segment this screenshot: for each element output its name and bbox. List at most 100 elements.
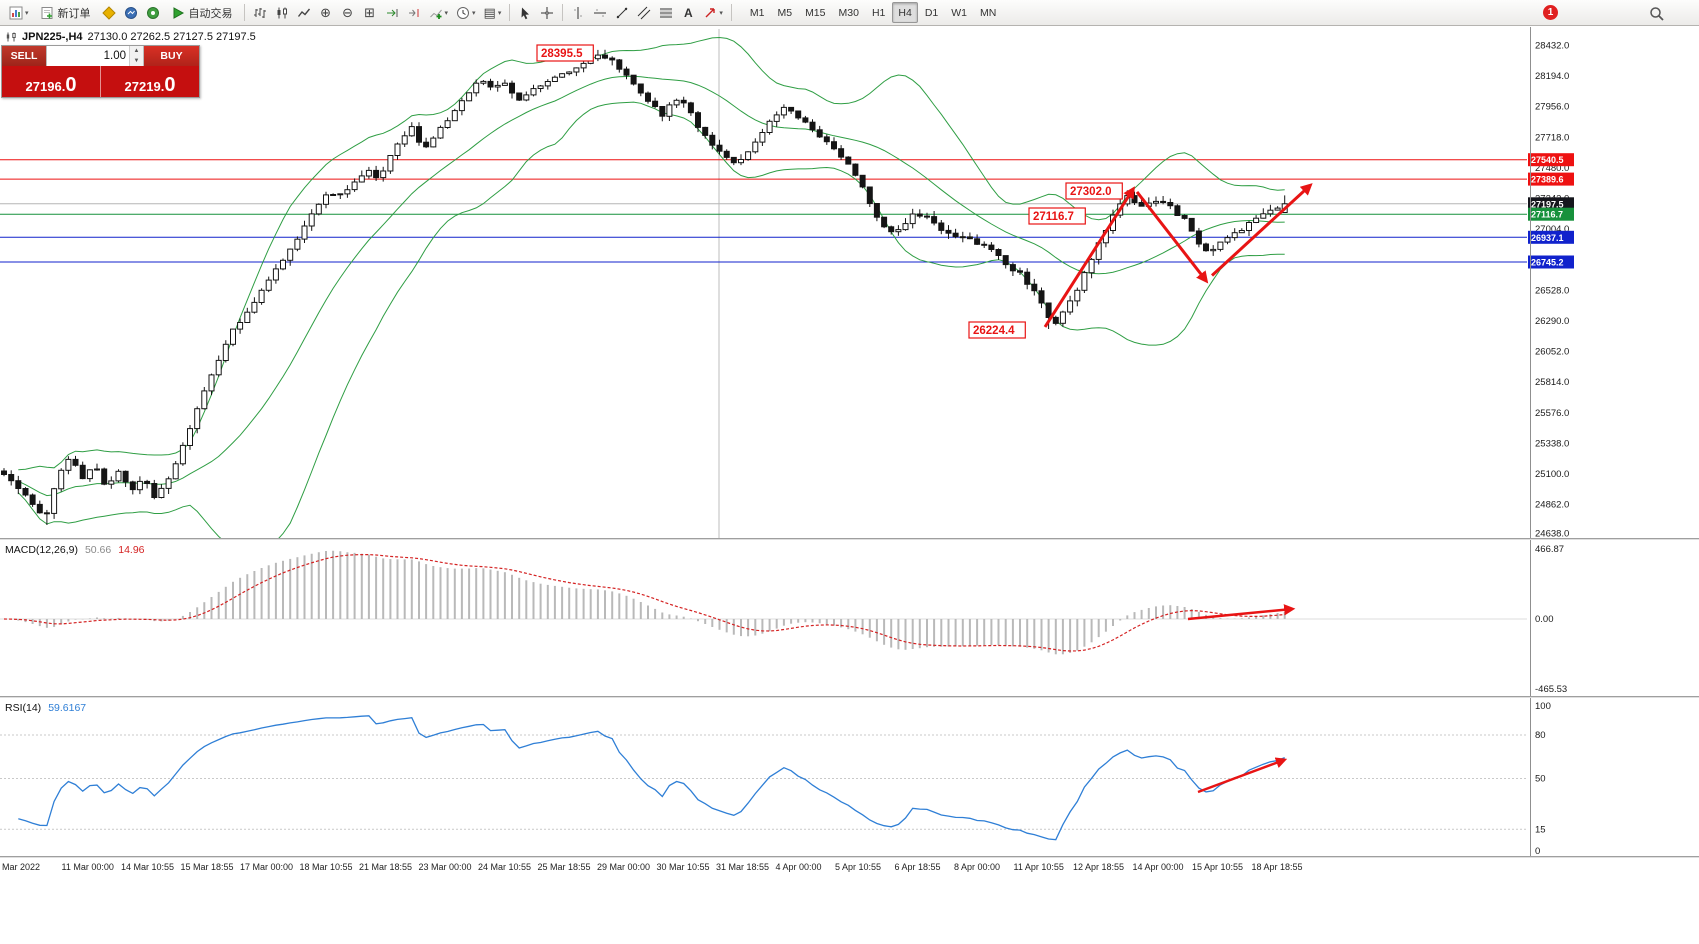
panel-splitter[interactable] [0, 538, 1699, 540]
svg-text:27480.0: 27480.0 [1535, 163, 1569, 174]
vertical-line-tool-button[interactable] [567, 3, 589, 23]
timeframe-button-h4[interactable]: H4 [892, 2, 918, 23]
time-axis-label: 18 Mar 10:55 [299, 862, 353, 872]
time-axis-label: 24 Mar 10:55 [478, 862, 532, 872]
metaeditor-button[interactable] [98, 3, 120, 23]
svg-text:27389.6: 27389.6 [1531, 175, 1564, 185]
templates-button[interactable]: ▤ ▾ [480, 3, 506, 23]
main-price-chart[interactable]: 28432.028194.027956.027718.027480.027242… [0, 27, 1699, 540]
svg-text:80: 80 [1535, 730, 1546, 741]
trend-arrow [1043, 186, 1135, 328]
horizontal-line-tool-button[interactable] [589, 3, 611, 23]
panel-splitter[interactable] [0, 696, 1699, 698]
bar-chart-mode-button[interactable] [249, 3, 271, 23]
timeframe-button-mn[interactable]: MN [980, 6, 997, 19]
time-axis-label: 11 Mar 00:00 [61, 862, 114, 872]
svg-text:27116.7: 27116.7 [1033, 211, 1074, 223]
zoom-in-button[interactable]: ⊕ [315, 3, 337, 23]
time-axis-label: 25 Mar 18:55 [537, 862, 591, 872]
template-icon: ▤ [483, 5, 496, 20]
timeframe-button-m15[interactable]: M15 [805, 6, 826, 19]
svg-text:26745.2: 26745.2 [1531, 258, 1564, 268]
svg-text:27718.0: 27718.0 [1535, 132, 1569, 143]
svg-text:27197.5: 27197.5 [1531, 199, 1564, 209]
chart-window-button[interactable]: ▾ [5, 3, 33, 23]
sell-price[interactable]: 27196. 0 [2, 66, 101, 97]
timeframe-button-m1[interactable]: M1 [749, 6, 765, 19]
auto-scroll-button[interactable] [381, 3, 403, 23]
svg-text:25338.0: 25338.0 [1535, 439, 1569, 450]
timeframe-button-m5[interactable]: M5 [777, 6, 793, 19]
volume-up-button[interactable]: ▲ [130, 46, 143, 56]
symbol-period-label: JPN225-,H4 [22, 31, 83, 43]
svg-text:26052.0: 26052.0 [1535, 347, 1569, 358]
volume-down-button[interactable]: ▼ [130, 56, 143, 66]
search-button[interactable] [1645, 4, 1669, 24]
fibonacci-tool-button[interactable] [655, 3, 677, 23]
sell-button[interactable]: SELL [2, 46, 46, 66]
volume-field[interactable]: 1.00 ▲ ▼ [46, 46, 144, 66]
svg-text:26528.0: 26528.0 [1535, 285, 1569, 296]
time-axis-label: 31 Mar 18:55 [716, 862, 770, 872]
svg-text:25576.0: 25576.0 [1535, 408, 1569, 419]
community-button[interactable] [142, 3, 164, 23]
chart-shift-button[interactable] [403, 3, 425, 23]
rsi-line [18, 715, 1285, 841]
auto-scroll-icon [386, 8, 398, 17]
svg-text:28194.0: 28194.0 [1535, 71, 1569, 82]
line-chart-mode-button[interactable] [293, 3, 315, 23]
autotrading-button[interactable]: 自动交易 [164, 3, 240, 23]
callout-box [1065, 182, 1123, 200]
crosshair-tool-button[interactable] [536, 3, 558, 23]
new-order-icon [41, 6, 53, 19]
rsi-panel-chart[interactable]: 100 80 50 15 0 [0, 698, 1699, 858]
buy-price[interactable]: 27219. 0 [124, 74, 176, 96]
macd-trend-arrow [1187, 604, 1296, 621]
vertical-line-icon [574, 6, 583, 19]
timeframe-button-d1[interactable]: D1 [924, 6, 939, 19]
arrows-tool-button[interactable]: ▾ [699, 3, 727, 23]
time-axis-label: 14 Mar 10:55 [121, 862, 175, 872]
chevron-down-icon: ▾ [719, 9, 723, 17]
time-axis-label: 18 Apr 18:55 [1251, 862, 1303, 872]
timeframe-button-w1[interactable]: W1 [951, 6, 967, 19]
text-tool-icon: A [684, 5, 693, 20]
cursor-icon [521, 7, 530, 19]
time-axis-label: 17 Mar 00:00 [240, 862, 294, 872]
candlestick-series [1, 49, 1288, 525]
candlestick-mode-button[interactable] [271, 3, 293, 23]
chart-window-icon [9, 6, 23, 19]
volume-value[interactable]: 1.00 [103, 50, 126, 62]
metaeditor-icon [101, 5, 116, 20]
macd-panel-chart[interactable]: 466.87 0.00 -465.53 [0, 540, 1699, 698]
notification-badge[interactable]: 1 [1543, 5, 1558, 20]
callout-box [968, 321, 1026, 339]
macd-axis-labels: 466.87 0.00 -465.53 [1535, 544, 1567, 695]
new-order-button[interactable]: 新订单 [33, 3, 98, 23]
crosshair-icon [541, 6, 554, 19]
autotrading-play-icon [173, 6, 184, 19]
clock-icon [457, 6, 470, 19]
trendline-tool-button[interactable] [611, 3, 633, 23]
timeframe-button-h1[interactable]: H1 [871, 6, 886, 19]
trend-arrows [1043, 183, 1313, 328]
timeframe-button-m30[interactable]: M30 [838, 6, 859, 19]
price-axis-border [1530, 27, 1531, 858]
zoom-out-button[interactable]: ⊖ [337, 3, 359, 23]
buy-button[interactable]: BUY [144, 46, 199, 66]
channel-tool-button[interactable] [633, 3, 655, 23]
tile-windows-button[interactable]: ⊞ [359, 3, 381, 23]
time-axis[interactable]: Mar 2022 11 Mar 00:00 14 Mar 10:55 15 Mar 1… [0, 858, 1699, 880]
text-tool-button[interactable]: A [677, 3, 699, 23]
svg-text:-465.53: -465.53 [1535, 684, 1567, 695]
price-axis-labels: 28432.028194.027956.027718.027480.027242… [1535, 41, 1569, 540]
indicators-button[interactable]: ▾ [425, 3, 453, 23]
svg-text:25814.0: 25814.0 [1535, 377, 1569, 388]
time-axis-label: 6 Apr 18:55 [894, 862, 941, 872]
time-axis-label: 23 Mar 00:00 [418, 862, 472, 872]
cursor-tool-button[interactable] [514, 3, 536, 23]
market-watch-button[interactable] [120, 3, 142, 23]
time-axis-label: 4 Apr 00:00 [775, 862, 822, 872]
periods-button[interactable]: ▾ [452, 3, 480, 23]
timeframe-group: M1 M5 M15 M30 H1 H4 D1 W1 MN [744, 2, 1002, 23]
